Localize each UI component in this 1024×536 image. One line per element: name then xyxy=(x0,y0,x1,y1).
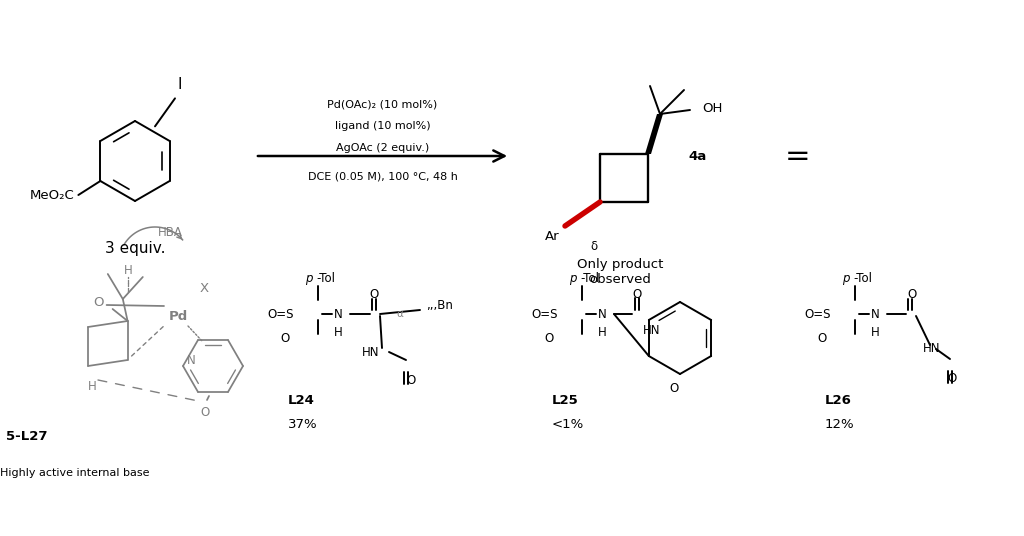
Text: O: O xyxy=(670,382,679,394)
Text: HN: HN xyxy=(923,343,940,355)
Text: HBA: HBA xyxy=(158,227,182,240)
Text: L26: L26 xyxy=(825,393,852,406)
Text: O: O xyxy=(407,374,416,386)
Text: I: I xyxy=(177,77,181,92)
Text: N: N xyxy=(871,308,880,321)
Text: Ar: Ar xyxy=(546,230,560,243)
Text: H: H xyxy=(88,379,96,392)
Text: O=S: O=S xyxy=(267,308,294,321)
Text: HN: HN xyxy=(643,324,660,337)
Text: <1%: <1% xyxy=(552,418,585,430)
Text: 3 equiv.: 3 equiv. xyxy=(104,241,165,256)
Text: N: N xyxy=(334,308,343,321)
Text: O: O xyxy=(947,373,956,385)
Text: O: O xyxy=(370,287,379,301)
Text: OH: OH xyxy=(702,102,722,115)
Text: MeO₂C: MeO₂C xyxy=(30,189,75,202)
Text: Pd: Pd xyxy=(168,309,187,323)
Text: O: O xyxy=(201,406,210,419)
Text: 12%: 12% xyxy=(825,418,855,430)
Text: p: p xyxy=(569,272,577,285)
Text: O: O xyxy=(633,287,642,301)
Text: L24: L24 xyxy=(288,393,314,406)
Text: -Tol: -Tol xyxy=(853,272,872,285)
Text: 4a: 4a xyxy=(688,150,707,162)
Text: N: N xyxy=(186,354,196,367)
Text: O=S: O=S xyxy=(805,308,831,321)
Text: p: p xyxy=(843,272,850,285)
Text: H: H xyxy=(871,325,880,339)
Text: L25: L25 xyxy=(552,393,579,406)
Text: -Tol: -Tol xyxy=(580,272,599,285)
Text: 37%: 37% xyxy=(288,418,317,430)
Text: O: O xyxy=(545,331,554,345)
Polygon shape xyxy=(645,114,663,154)
Text: -Tol: -Tol xyxy=(316,272,335,285)
Text: 5-L27: 5-L27 xyxy=(6,430,47,443)
Text: δ: δ xyxy=(591,240,598,252)
Text: =: = xyxy=(785,142,811,170)
Text: α: α xyxy=(396,309,403,319)
Text: N: N xyxy=(598,308,607,321)
Text: ,,,Bn: ,,,Bn xyxy=(426,300,453,312)
Text: DCE (0.05 M), 100 °C, 48 h: DCE (0.05 M), 100 °C, 48 h xyxy=(307,171,458,181)
Text: O: O xyxy=(818,331,827,345)
Text: H: H xyxy=(334,325,343,339)
Text: p: p xyxy=(305,272,313,285)
Text: H: H xyxy=(124,264,132,278)
Text: Highly active internal base: Highly active internal base xyxy=(0,468,150,478)
Text: O: O xyxy=(907,287,916,301)
Text: HN: HN xyxy=(361,346,379,359)
Text: AgOAc (2 equiv.): AgOAc (2 equiv.) xyxy=(336,143,429,153)
Text: Only product
observed: Only product observed xyxy=(577,258,664,286)
Text: X: X xyxy=(200,281,209,294)
Text: O: O xyxy=(93,296,103,309)
Text: ligand (10 mol%): ligand (10 mol%) xyxy=(335,121,430,131)
Text: Pd(OAc)₂ (10 mol%): Pd(OAc)₂ (10 mol%) xyxy=(328,99,437,109)
Text: O=S: O=S xyxy=(531,308,558,321)
Text: O: O xyxy=(281,331,290,345)
Text: H: H xyxy=(598,325,607,339)
